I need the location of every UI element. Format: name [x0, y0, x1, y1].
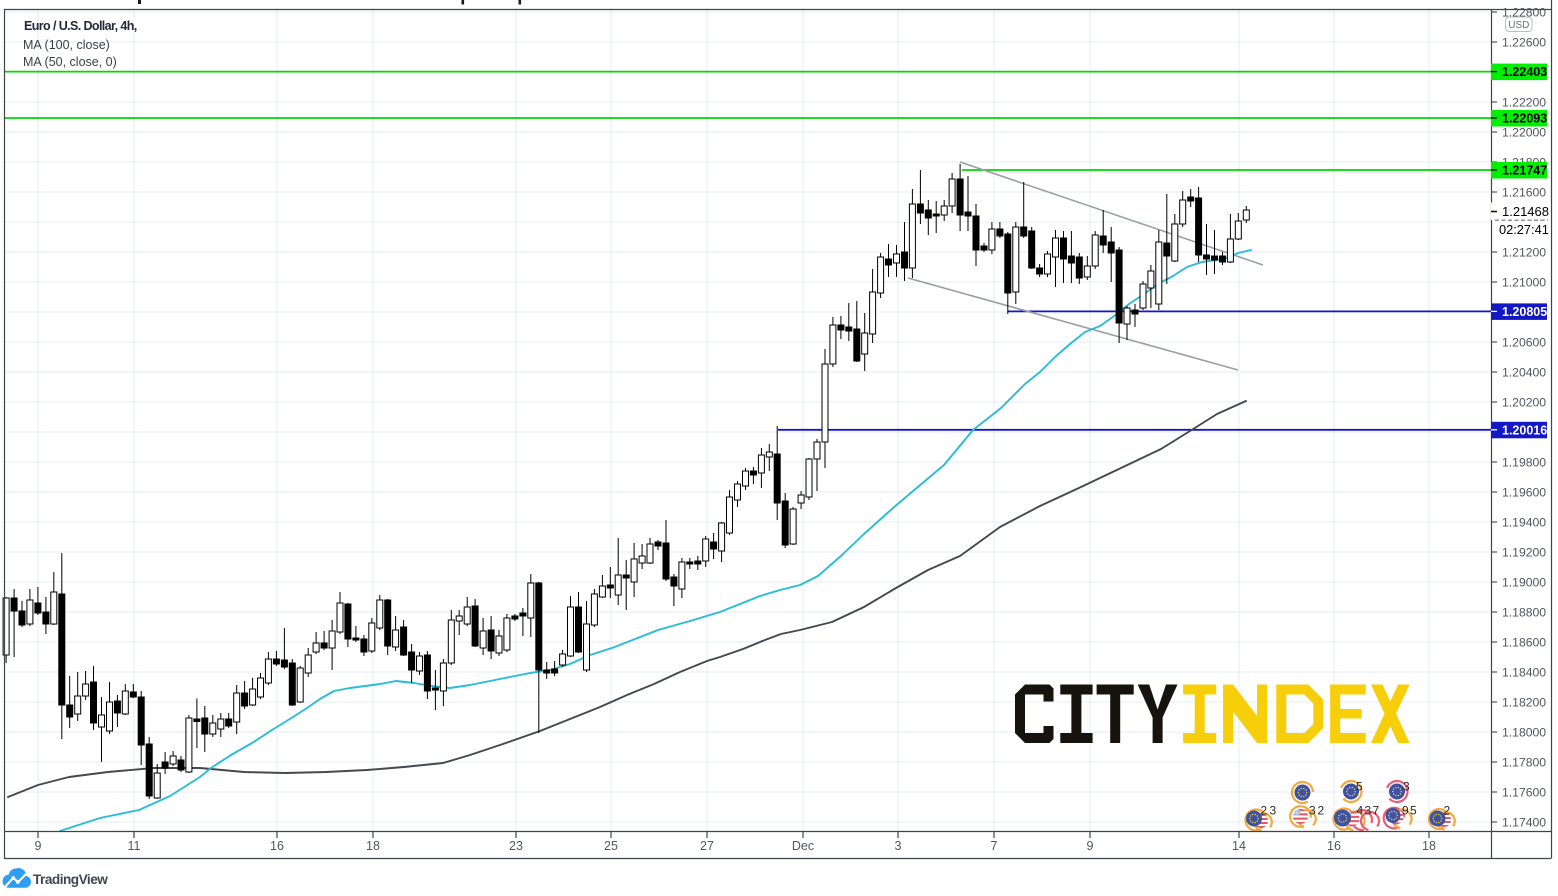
svg-text:1.21600: 1.21600 [1502, 185, 1546, 199]
svg-text:5: 5 [1356, 780, 1363, 794]
svg-text:11: 11 [128, 839, 141, 853]
svg-text:25: 25 [604, 839, 618, 853]
svg-text:23: 23 [509, 839, 523, 853]
svg-text:MA (100, close): MA (100, close) [23, 38, 110, 52]
svg-text:Dec: Dec [792, 839, 814, 853]
svg-text:1.22800: 1.22800 [1502, 5, 1546, 19]
svg-text:1.19400: 1.19400 [1502, 515, 1546, 529]
svg-text:1.22200: 1.22200 [1502, 95, 1546, 109]
svg-text:3: 3 [1309, 804, 1316, 818]
svg-text:1.20016: 1.20016 [1502, 423, 1547, 437]
svg-text:27: 27 [700, 839, 714, 853]
svg-text:1.18000: 1.18000 [1502, 725, 1546, 739]
svg-text:Euro / U.S. Dollar, 4h,: Euro / U.S. Dollar, 4h, [24, 19, 137, 33]
svg-text:3: 3 [895, 839, 902, 853]
svg-text:USD: USD [1508, 20, 1529, 31]
svg-text:MA (50, close, 0): MA (50, close, 0) [23, 55, 117, 69]
svg-text:1.18800: 1.18800 [1502, 605, 1546, 619]
svg-text:9: 9 [1402, 804, 1409, 818]
svg-text:5: 5 [1410, 804, 1417, 818]
svg-text:1.19000: 1.19000 [1502, 575, 1546, 589]
svg-text:1.21747: 1.21747 [1502, 164, 1547, 178]
svg-text:1.21200: 1.21200 [1502, 245, 1546, 259]
svg-text:14: 14 [1232, 839, 1246, 853]
svg-text:1.17600: 1.17600 [1502, 785, 1546, 799]
svg-text:1.20600: 1.20600 [1502, 335, 1546, 349]
svg-text:2: 2 [1261, 804, 1268, 818]
svg-text:18: 18 [366, 839, 380, 853]
svg-text:18: 18 [1422, 839, 1436, 853]
svg-text:1.18400: 1.18400 [1502, 665, 1546, 679]
svg-text:1.22093: 1.22093 [1502, 112, 1547, 126]
svg-text:TradingView: TradingView [33, 872, 108, 887]
svg-text:1.18200: 1.18200 [1502, 695, 1546, 709]
svg-text:3: 3 [1403, 780, 1410, 794]
svg-text:3: 3 [1365, 804, 1372, 818]
svg-text:1.22000: 1.22000 [1502, 125, 1546, 139]
svg-text:1.20805: 1.20805 [1502, 305, 1547, 319]
svg-text:1.17400: 1.17400 [1502, 815, 1546, 829]
svg-text:02:27:41: 02:27:41 [1499, 222, 1549, 237]
svg-text:3: 3 [1270, 804, 1277, 818]
svg-text:7: 7 [1373, 804, 1380, 818]
svg-text:1.20400: 1.20400 [1502, 365, 1546, 379]
svg-text:2: 2 [1444, 804, 1451, 818]
svg-text:1.19800: 1.19800 [1502, 455, 1546, 469]
svg-text:1.22600: 1.22600 [1502, 35, 1546, 49]
svg-text:7: 7 [991, 839, 998, 853]
svg-text:1.22403: 1.22403 [1502, 65, 1547, 79]
svg-text:9: 9 [1087, 839, 1094, 853]
svg-text:16: 16 [270, 839, 284, 853]
svg-text:1.18600: 1.18600 [1502, 635, 1546, 649]
svg-text:1.17800: 1.17800 [1502, 755, 1546, 769]
svg-text:2: 2 [1318, 804, 1325, 818]
svg-text:1.21000: 1.21000 [1502, 275, 1546, 289]
svg-text:4: 4 [1357, 804, 1364, 818]
svg-text:1.19200: 1.19200 [1502, 545, 1546, 559]
svg-text:1.21468: 1.21468 [1502, 204, 1549, 219]
svg-text:16: 16 [1327, 839, 1341, 853]
svg-text:9: 9 [35, 839, 42, 853]
svg-text:1.19600: 1.19600 [1502, 485, 1546, 499]
svg-text:1.20200: 1.20200 [1502, 395, 1546, 409]
